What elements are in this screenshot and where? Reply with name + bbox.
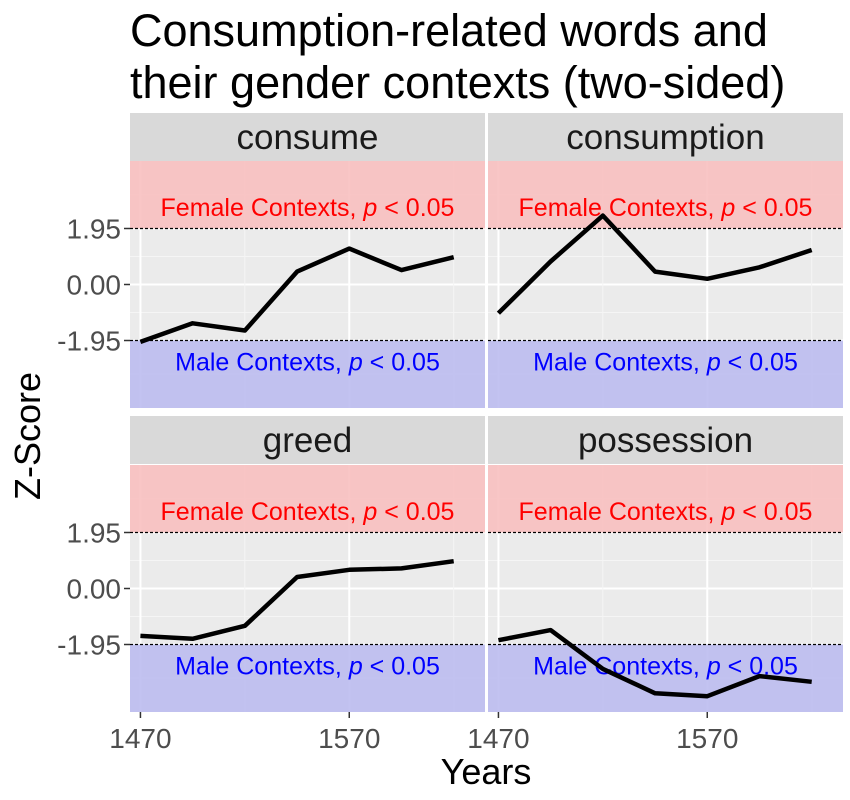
x-axis-title: Years [441, 751, 532, 792]
y-tick-label: -1.95 [57, 630, 121, 661]
female-region [488, 465, 843, 533]
chart-title-line-1: Consumption-related words and [130, 5, 768, 56]
facet-panels: consume Female Contexts, p < 0.05 Male Con… [130, 113, 843, 712]
panel-greed: greed Female Contexts, p < 0.05 Male Conte… [130, 416, 485, 712]
female-region-label: Female Contexts, p < 0.05 [161, 194, 455, 222]
y-tick-label: -1.95 [57, 326, 121, 357]
y-axis-title: Z-Score [7, 372, 48, 500]
series-line-consume [139, 246, 455, 345]
y-tick-label: 1.95 [67, 213, 122, 244]
y-axes: 1.95 0.00 -1.95 1.95 0.00 -1.95 [57, 213, 130, 661]
series-line-consumption [496, 213, 813, 315]
male-region [488, 340, 843, 408]
strip-greed [130, 416, 485, 464]
y-tick-label: 0.00 [67, 574, 122, 605]
y-tick-label: 0.00 [67, 270, 122, 301]
x-axes: 1470 1570 1470 1570 [109, 712, 738, 754]
male-region-label: Male Contexts, p < 0.05 [175, 653, 440, 681]
female-region [130, 161, 485, 229]
y-tick-label: 1.95 [67, 517, 122, 548]
male-region-label: Male Contexts, p < 0.05 [175, 349, 440, 377]
panel-consume: consume Female Contexts, p < 0.05 Male Con… [130, 113, 485, 408]
x-tick-label: 1570 [318, 723, 380, 754]
x-tick-label: 1470 [467, 723, 529, 754]
x-tick-label: 1470 [109, 723, 171, 754]
female-region-label: Female Contexts, p < 0.05 [519, 194, 813, 222]
strip-label-consume: consume [236, 118, 378, 157]
strip-label-possession: possession [578, 421, 753, 460]
female-region-label: Female Contexts, p < 0.05 [161, 498, 455, 526]
female-region-label: Female Contexts, p < 0.05 [519, 498, 813, 526]
female-region [130, 465, 485, 533]
female-region [488, 161, 843, 229]
strip-consume [130, 113, 485, 161]
strip-label-consumption: consumption [566, 118, 764, 157]
x-tick-label: 1570 [676, 723, 738, 754]
panel-consumption: consumption Female Contexts, p < 0.05 Male… [488, 113, 843, 408]
strip-possession [488, 416, 843, 464]
male-region [130, 644, 485, 712]
male-region [130, 340, 485, 408]
series-line-possession [497, 627, 812, 699]
chart-title-line-2: their gender contexts (two-sided) [130, 57, 785, 108]
series-line-greed [140, 558, 455, 642]
strip-label-greed: greed [263, 421, 353, 460]
male-region-label: Male Contexts, p < 0.05 [533, 349, 798, 377]
strip-consumption [488, 113, 843, 161]
